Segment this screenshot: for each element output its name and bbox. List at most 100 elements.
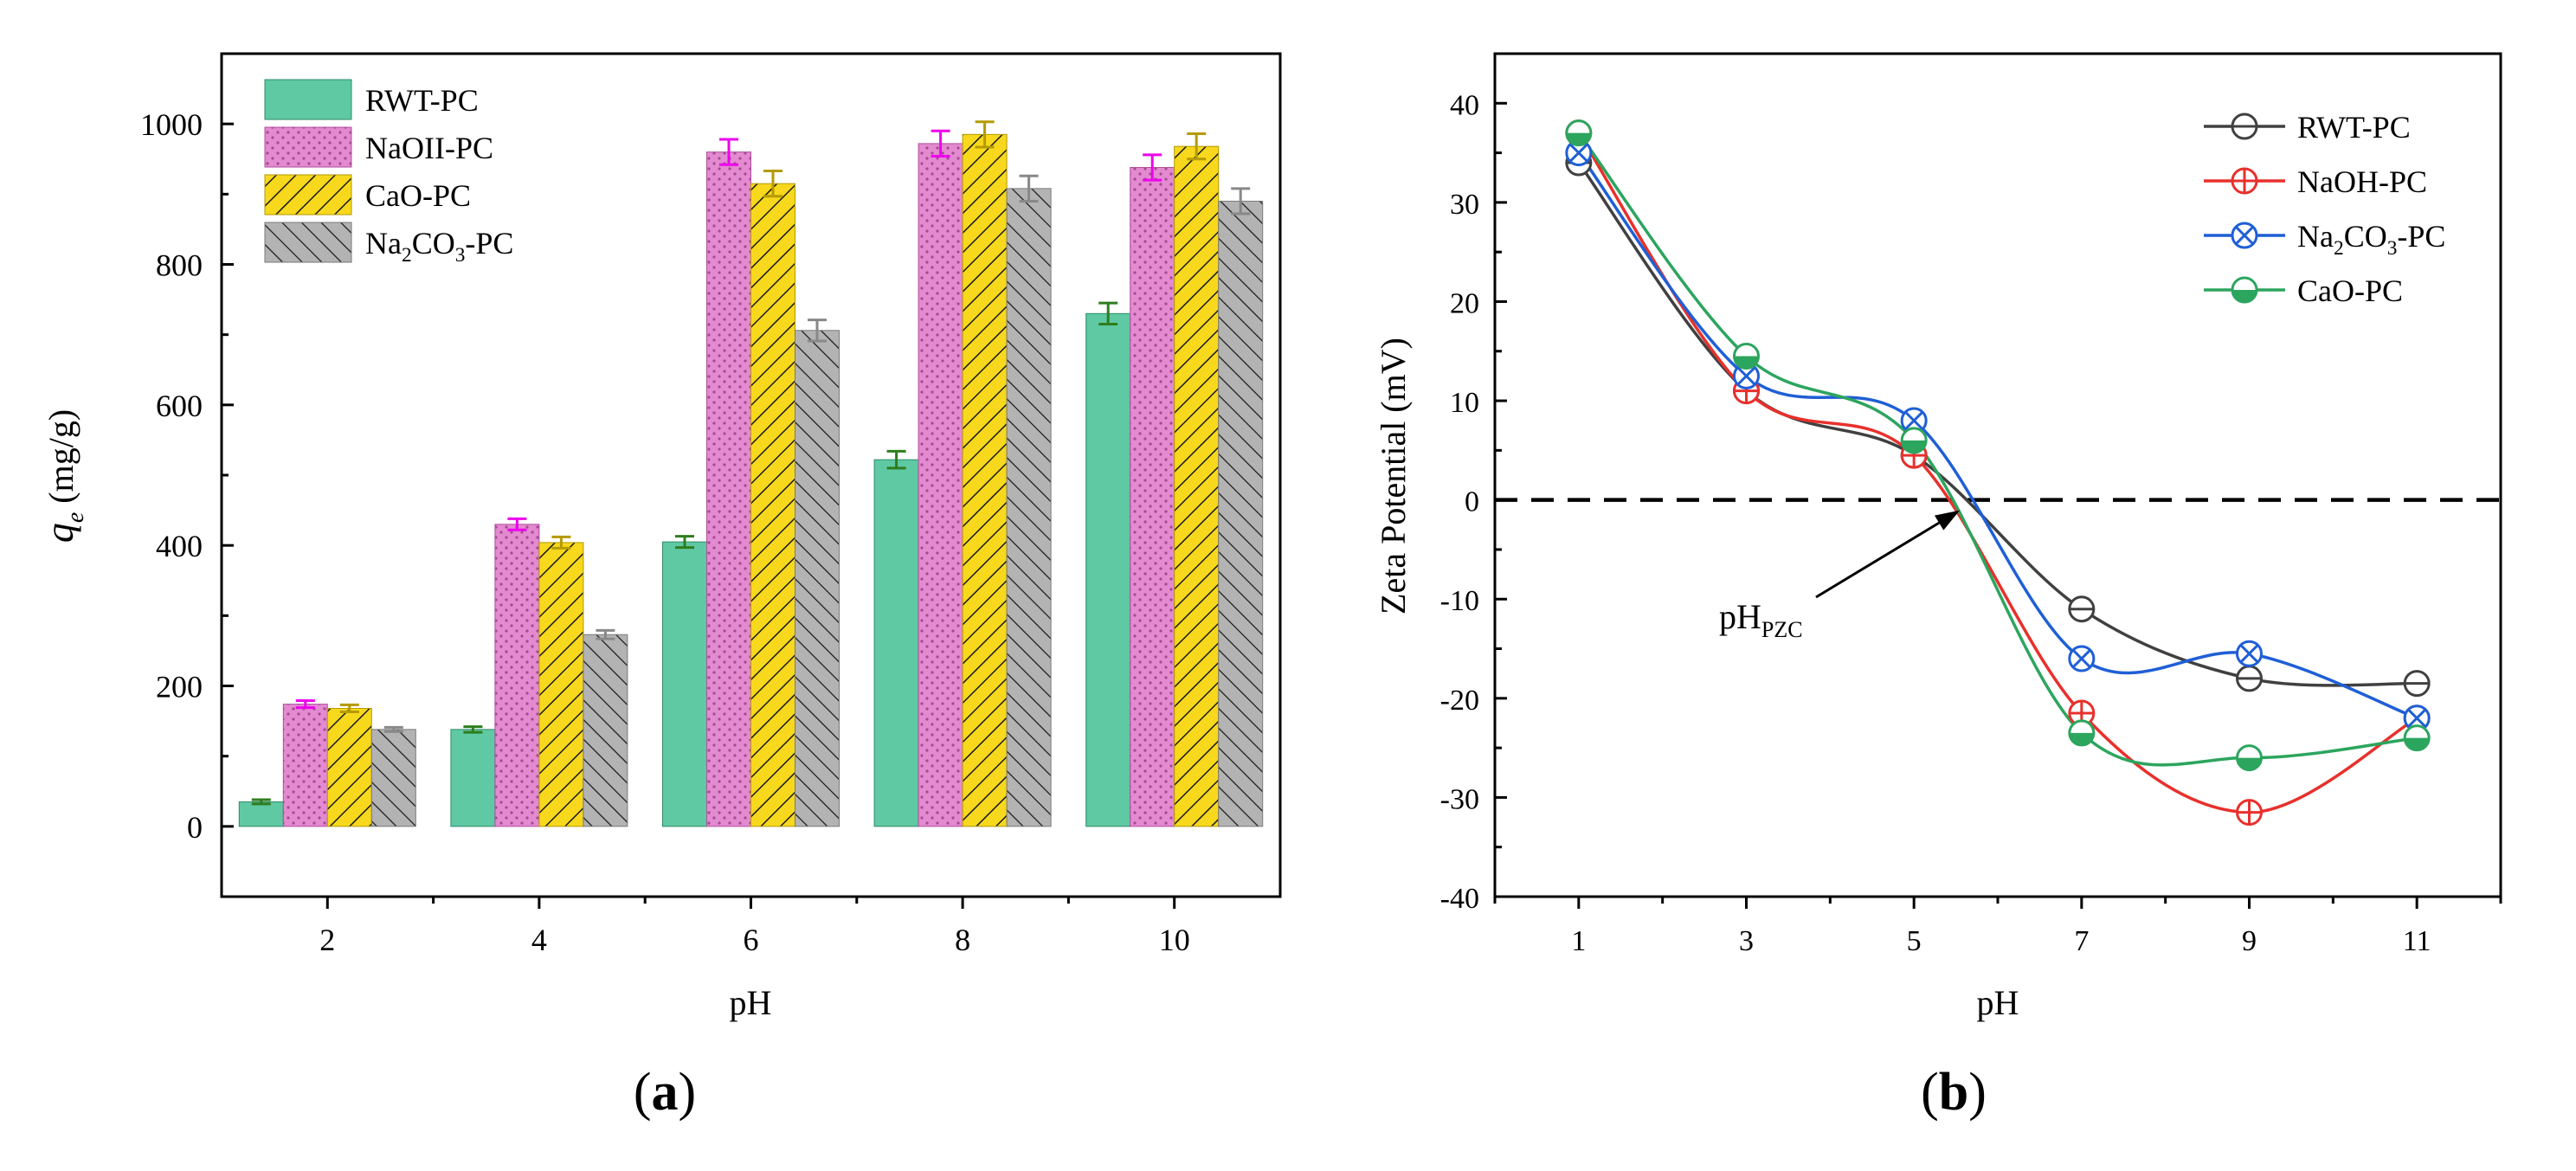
marker (2403, 724, 2431, 752)
x-tick-label: 5 (1907, 925, 1922, 957)
bar (1006, 188, 1052, 827)
marker (2068, 645, 2096, 672)
bar (370, 729, 416, 827)
panel-a-bars (238, 120, 1264, 827)
y-tick-label: -10 (1440, 585, 1479, 617)
marker (2403, 670, 2431, 698)
marker (2068, 595, 2096, 623)
legend-label: RWT-PC (2297, 110, 2411, 145)
pzc-arrowhead (1934, 510, 1961, 531)
bar (750, 183, 795, 827)
marker (2231, 113, 2258, 140)
y-tick-label: 200 (156, 670, 203, 705)
y-tick-label: 800 (156, 248, 203, 283)
panel-b-ylabel: Zeta Potential (mV) (1374, 338, 1413, 614)
legend-swatch (264, 222, 352, 263)
panel-b-x-axis: 1 3 5 7 9 11 (1493, 897, 2502, 957)
bar (238, 801, 284, 827)
legend-swatch (264, 79, 352, 120)
marker (1733, 342, 1760, 370)
marker (1565, 119, 1593, 147)
x-tick-label: 10 (1159, 923, 1190, 957)
bar (918, 143, 963, 827)
panel-b-label-letter: b (1939, 1063, 1968, 1122)
marker-diag (1568, 143, 1588, 163)
marker-diag (2407, 708, 2427, 728)
marker-fill (1734, 356, 1759, 369)
y-tick-label: 40 (1450, 89, 1479, 121)
panel-a-label: (a) (634, 1063, 696, 1122)
bar (326, 707, 372, 827)
bar (1130, 166, 1175, 827)
series-line (1577, 162, 2418, 687)
panel-b-series (1565, 119, 2431, 827)
marker (1565, 139, 1593, 167)
marker-fill (1902, 440, 1927, 453)
legend-swatch (264, 126, 352, 168)
marker (2068, 719, 2096, 747)
marker-diag (2235, 226, 2254, 245)
marker-fill (2232, 290, 2257, 302)
marker (2236, 744, 2263, 772)
y-tick-label: 0 (187, 810, 203, 845)
y-tick-label: 10 (1450, 387, 1479, 419)
bar (795, 330, 840, 827)
legend-label: CaO-PC (365, 178, 471, 213)
panel-b: -40 -30 -20 -10 0 10 20 30 40 1 3 5 7 9 11 RWT-PC NaOH… (1374, 52, 2502, 1122)
y-tick-label: 1000 (140, 107, 203, 142)
x-tick-label: 11 (2403, 925, 2431, 957)
x-tick-label: 8 (955, 923, 970, 957)
y-tick-label: 600 (156, 389, 203, 423)
panel-a-label-open: ( (634, 1063, 652, 1122)
marker-fill (2237, 757, 2262, 770)
bar (282, 704, 328, 827)
x-tick-label: 2 (319, 923, 335, 957)
panel-b-label-open: ( (1921, 1063, 1939, 1122)
bar (494, 524, 540, 827)
y-tick-label: -30 (1440, 783, 1479, 815)
legend-label: NaOH-PC (2297, 164, 2427, 199)
bar (450, 729, 496, 827)
y-tick-label: 0 (1465, 486, 1479, 518)
marker (2231, 276, 2258, 304)
panel-b-y-axis: -40 -30 -20 -10 0 10 20 30 40 (1440, 52, 1507, 915)
x-tick-label: 1 (1571, 925, 1586, 957)
marker (2236, 799, 2263, 827)
panel-b-legend: RWT-PC NaOH-PC Na2CO3-PC CaO-PC (2204, 110, 2445, 308)
x-tick-label: 6 (744, 923, 759, 957)
panel-a-label-letter: a (652, 1063, 679, 1122)
marker-fill (2069, 732, 2094, 745)
marker-diag (1736, 366, 1756, 386)
legend-label: NaOII-PC (365, 131, 493, 165)
bar (706, 151, 751, 827)
legend-label: CaO-PC (2297, 273, 2403, 308)
panel-a-ylabel: qe (mg/g) (37, 409, 89, 543)
bar (1085, 312, 1131, 827)
panel-a-xlabel: pH (730, 983, 772, 1022)
bar (538, 542, 584, 827)
bar (1174, 145, 1220, 827)
x-tick-label: 3 (1739, 925, 1754, 957)
legend-label: Na2CO3-PC (365, 226, 513, 267)
marker (2231, 167, 2258, 195)
pzc-annotation: pHPZC (1719, 510, 1961, 642)
legend-label: Na2CO3-PC (2297, 219, 2445, 260)
panel-a-y-axis: 0 200 400 600 800 1000 (140, 52, 234, 898)
marker (2236, 640, 2263, 667)
bar (662, 541, 707, 827)
y-tick-label: -40 (1440, 883, 1479, 915)
y-tick-label: -20 (1440, 685, 1479, 717)
panel-a: 0 200 400 600 800 1000 2 4 6 8 10 RWT-PC NaOII-PC C… (37, 52, 1282, 1122)
marker (2236, 665, 2263, 692)
y-tick-label: 400 (156, 529, 203, 563)
series-line (1577, 132, 2418, 767)
bar (1218, 200, 1264, 827)
panel-a-x-axis: 2 4 6 8 10 (319, 897, 1190, 957)
panel-b-xlabel: pH (1977, 983, 2019, 1022)
marker (1900, 427, 1928, 454)
series-line (1577, 151, 2418, 720)
panel-b-label-close: ) (1968, 1063, 1987, 1122)
marker (1900, 407, 1928, 434)
marker-fill (1566, 132, 1591, 145)
